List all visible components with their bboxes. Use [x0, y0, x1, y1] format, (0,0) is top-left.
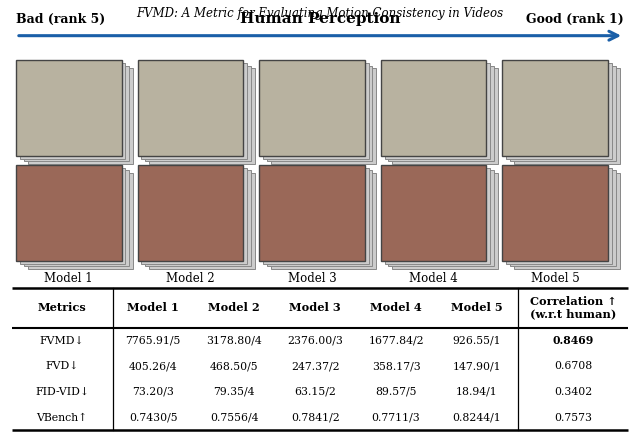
- Text: 0.7556/4: 0.7556/4: [210, 413, 259, 422]
- Text: FID-VID↓: FID-VID↓: [35, 387, 89, 397]
- Bar: [16, 165, 122, 261]
- Bar: [263, 168, 369, 264]
- Text: 89.57/5: 89.57/5: [375, 387, 417, 397]
- Text: 0.7430/5: 0.7430/5: [129, 413, 177, 422]
- Bar: [138, 60, 243, 156]
- Bar: [28, 68, 133, 164]
- Text: 0.7841/2: 0.7841/2: [291, 413, 339, 422]
- Text: Good (rank 1): Good (rank 1): [526, 13, 624, 26]
- Text: Human Perception: Human Perception: [240, 12, 400, 26]
- Bar: [385, 63, 490, 159]
- Bar: [259, 60, 365, 156]
- Bar: [141, 63, 247, 159]
- Bar: [388, 66, 494, 161]
- Text: 79.35/4: 79.35/4: [213, 387, 255, 397]
- Bar: [510, 66, 616, 161]
- Text: 358.17/3: 358.17/3: [372, 361, 420, 371]
- Bar: [271, 173, 376, 269]
- Bar: [514, 68, 620, 164]
- Text: 18.94/1: 18.94/1: [456, 387, 498, 397]
- Bar: [392, 68, 498, 164]
- Bar: [28, 173, 133, 269]
- Text: Model 5: Model 5: [451, 302, 503, 313]
- Bar: [16, 60, 122, 156]
- Bar: [24, 170, 129, 266]
- Bar: [259, 165, 365, 261]
- Bar: [385, 168, 490, 264]
- Text: Model 1: Model 1: [45, 272, 93, 285]
- Text: Model 2: Model 2: [208, 302, 260, 313]
- Bar: [271, 68, 376, 164]
- Text: 0.6708: 0.6708: [554, 361, 592, 371]
- Text: 147.90/1: 147.90/1: [452, 361, 501, 371]
- Bar: [506, 63, 612, 159]
- Bar: [514, 173, 620, 269]
- Text: FVD↓: FVD↓: [45, 361, 79, 371]
- Bar: [263, 63, 369, 159]
- Bar: [24, 66, 129, 161]
- Bar: [381, 165, 486, 261]
- Text: 63.15/2: 63.15/2: [294, 387, 336, 397]
- Text: 0.7573: 0.7573: [554, 413, 592, 422]
- Text: 7765.91/5: 7765.91/5: [125, 335, 181, 346]
- Text: 405.26/4: 405.26/4: [129, 361, 177, 371]
- Text: 247.37/2: 247.37/2: [291, 361, 339, 371]
- Text: Bad (rank 5): Bad (rank 5): [16, 13, 105, 26]
- Bar: [506, 168, 612, 264]
- Bar: [392, 173, 498, 269]
- Bar: [502, 165, 608, 261]
- Bar: [388, 170, 494, 266]
- Text: 73.20/3: 73.20/3: [132, 387, 174, 397]
- Text: 2376.00/3: 2376.00/3: [287, 335, 343, 346]
- Bar: [20, 63, 125, 159]
- Bar: [510, 170, 616, 266]
- Bar: [502, 60, 608, 156]
- Text: 1677.84/2: 1677.84/2: [368, 335, 424, 346]
- Text: Model 5: Model 5: [531, 272, 580, 285]
- Bar: [149, 173, 255, 269]
- Bar: [141, 168, 247, 264]
- Text: Correlation ↑
(w.r.t human): Correlation ↑ (w.r.t human): [530, 296, 616, 319]
- Text: 0.8244/1: 0.8244/1: [452, 413, 501, 422]
- Bar: [267, 170, 372, 266]
- Bar: [149, 68, 255, 164]
- Bar: [20, 168, 125, 264]
- Text: VBench↑: VBench↑: [36, 413, 88, 422]
- Text: 0.7711/3: 0.7711/3: [372, 413, 420, 422]
- Text: 468.50/5: 468.50/5: [210, 361, 259, 371]
- Text: Model 3: Model 3: [289, 302, 341, 313]
- Text: Model 4: Model 4: [409, 272, 458, 285]
- Text: 0.3402: 0.3402: [554, 387, 592, 397]
- Text: FVMD↓: FVMD↓: [40, 335, 84, 346]
- Text: FVMD: A Metric for Evaluating Motion Consistency in Videos: FVMD: A Metric for Evaluating Motion Con…: [136, 7, 504, 20]
- Text: Model 1: Model 1: [127, 302, 179, 313]
- Bar: [145, 66, 251, 161]
- Bar: [138, 165, 243, 261]
- Text: 926.55/1: 926.55/1: [452, 335, 501, 346]
- Bar: [145, 170, 251, 266]
- Text: Model 3: Model 3: [287, 272, 337, 285]
- Bar: [267, 66, 372, 161]
- Text: Metrics: Metrics: [38, 302, 86, 313]
- Text: 0.8469: 0.8469: [552, 335, 594, 346]
- Text: 3178.80/4: 3178.80/4: [206, 335, 262, 346]
- Bar: [381, 60, 486, 156]
- Text: Model 2: Model 2: [166, 272, 214, 285]
- Text: Model 4: Model 4: [370, 302, 422, 313]
